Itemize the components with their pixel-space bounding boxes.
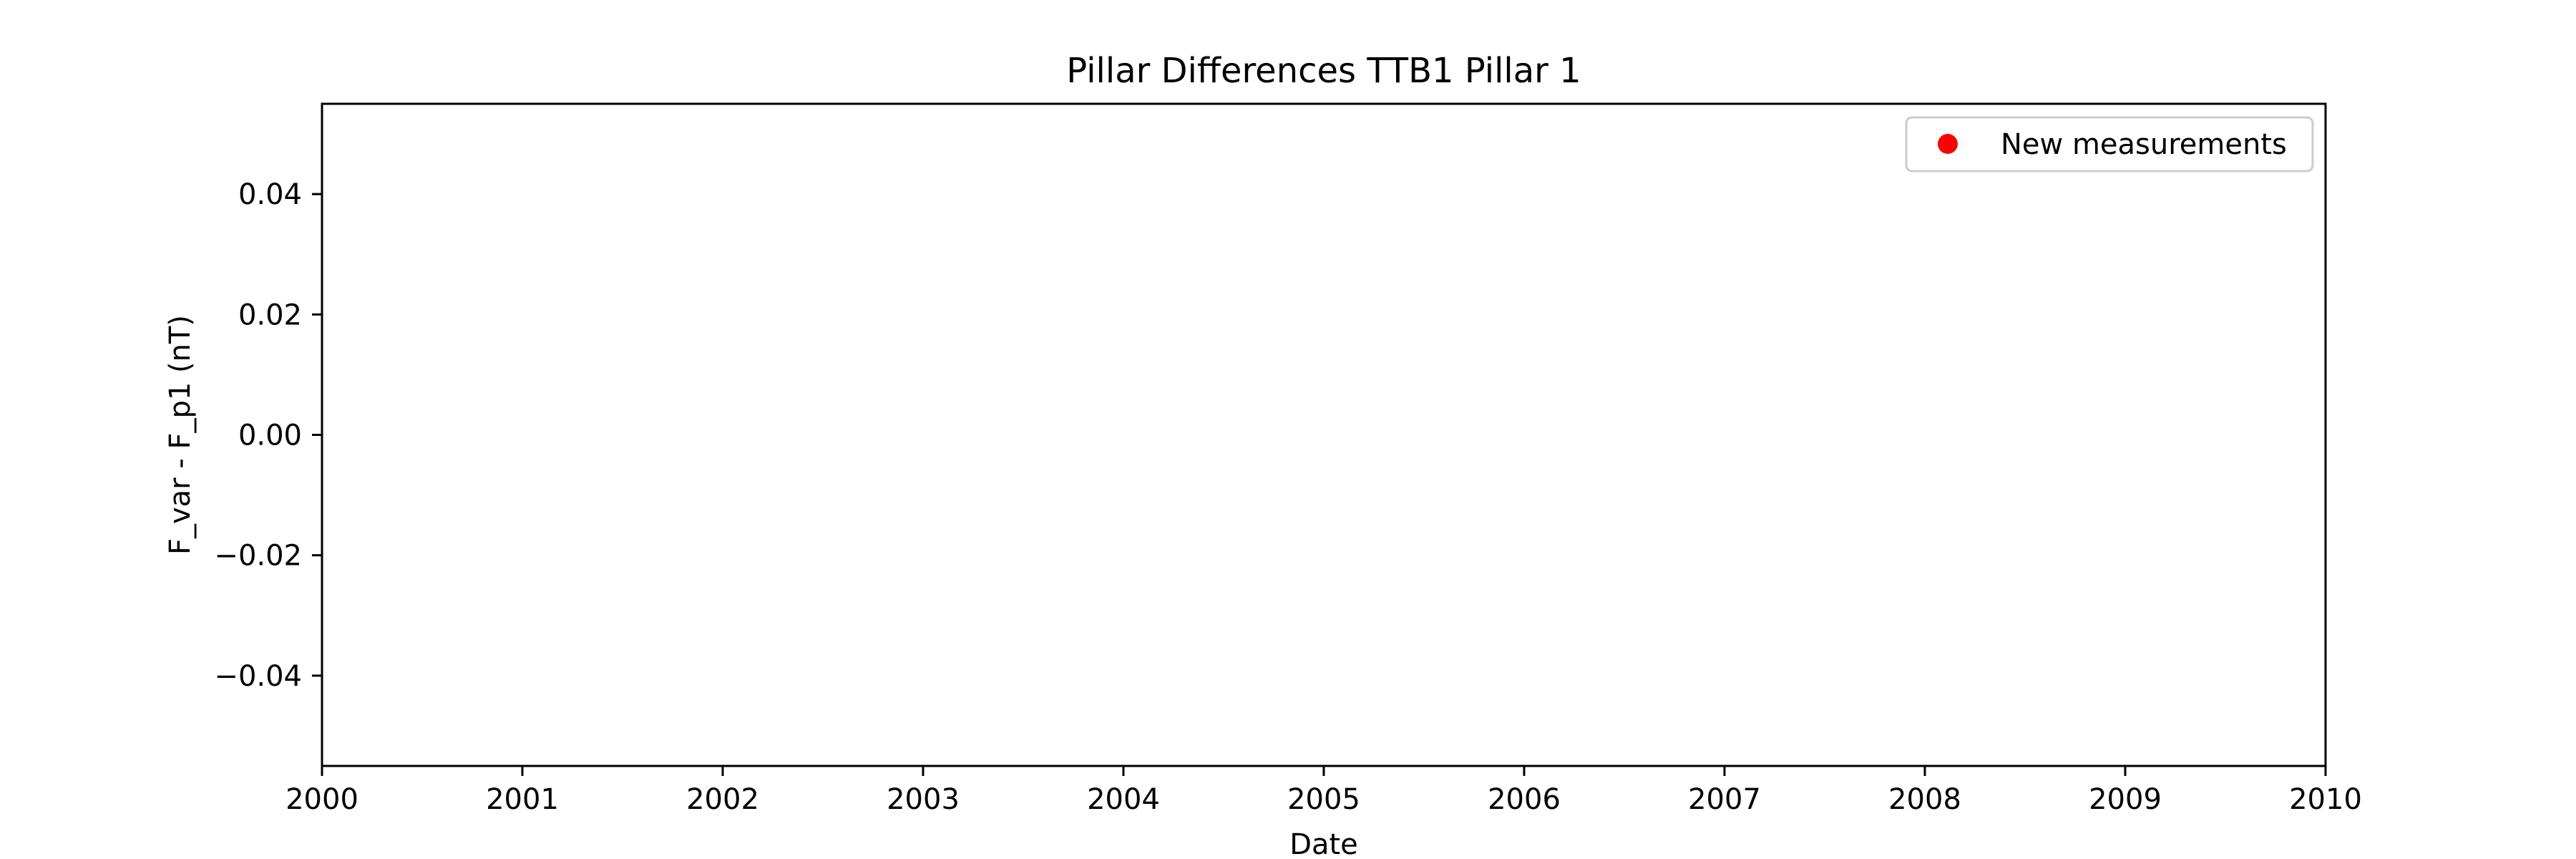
- x-tick-label: 2008: [1888, 783, 1961, 816]
- x-tick-label: 2001: [486, 783, 559, 816]
- legend: New measurements: [1905, 116, 2314, 173]
- x-axis-label: Date: [1289, 828, 1358, 859]
- y-tick-label: 0.04: [238, 178, 302, 211]
- y-tick-label: 0.00: [238, 419, 302, 452]
- x-tick-label: 2004: [1087, 783, 1160, 816]
- y-tick-label: 0.02: [238, 299, 302, 331]
- y-tick-label: −0.02: [214, 540, 302, 573]
- x-tick-label: 2006: [1488, 783, 1561, 816]
- legend-label-new-measurements: New measurements: [2001, 128, 2287, 161]
- x-tick-label: 2005: [1287, 783, 1360, 816]
- y-axis-ticks: 0.04 0.02 0.00 −0.02 −0.04: [214, 178, 322, 693]
- x-tick-label: 2007: [1688, 783, 1761, 816]
- x-tick-label: 2010: [2289, 783, 2362, 816]
- chart-title: Pillar Differences TTB1 Pillar 1: [1066, 51, 1581, 91]
- y-axis-label: F_var - F_p1 (nT): [164, 315, 197, 555]
- y-tick-label: −0.04: [214, 660, 302, 693]
- x-tick-label: 2003: [887, 783, 960, 816]
- legend-box: [1905, 116, 2314, 173]
- x-tick-label: 2002: [686, 783, 759, 816]
- x-axis-ticks: 2000 2001 2002 2003 2004 2005 2006 2007 2008 2009…: [286, 766, 2362, 816]
- legend-marker-new-measurements: [1938, 134, 1958, 154]
- x-tick-label: 2000: [286, 783, 358, 816]
- x-tick-label: 2009: [2089, 783, 2162, 816]
